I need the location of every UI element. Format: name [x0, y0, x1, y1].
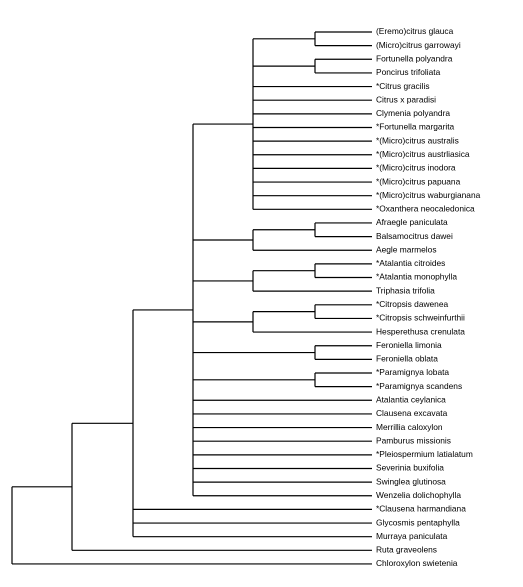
taxon-label: Chloroxylon swietenia: [376, 558, 458, 568]
taxon-label: Feroniella limonia: [376, 340, 442, 350]
taxon-label: *(Micro)citrus inodora: [376, 163, 456, 173]
taxon-label: Ruta graveolens: [376, 545, 437, 555]
taxon-labels: (Eremo)citrus glauca (Micro)citrus garrow…: [376, 26, 481, 568]
taxon-label: *Pleiospermium latialatum: [376, 449, 473, 459]
taxon-label: (Micro)citrus garrowayi: [376, 40, 461, 50]
taxon-label: *Citropsis dawenea: [376, 299, 448, 309]
taxon-label: Merrillia caloxylon: [376, 422, 443, 432]
taxon-label: *Atalantia monophylla: [376, 272, 457, 282]
taxon-label: Pamburus missionis: [376, 435, 451, 445]
taxon-label: *(Micro)citrus australis: [376, 135, 459, 145]
taxon-label: Swinglea glutinosa: [376, 476, 446, 486]
taxon-label: *(Micro)citrus papuana: [376, 176, 461, 186]
taxon-label: Murraya paniculata: [376, 531, 448, 541]
taxon-label: *Fortunella margarita: [376, 122, 455, 132]
taxon-label: *Citropsis schweinfurthii: [376, 313, 465, 323]
taxon-label: *Oxanthera neocaledonica: [376, 204, 475, 214]
taxon-label: *Paramignya lobata: [376, 367, 449, 377]
taxon-label: *Clausena harmandiana: [376, 504, 466, 514]
taxon-label: (Eremo)citrus glauca: [376, 26, 454, 36]
taxon-label: *(Micro)citrus waburgianana: [376, 190, 481, 200]
taxon-label: *Citrus gracilis: [376, 81, 430, 91]
taxon-label: *Atalantia citroides: [376, 258, 445, 268]
taxon-label: Balsamocitrus dawei: [376, 231, 453, 241]
taxon-label: Clausena excavata: [376, 408, 448, 418]
taxon-label: Severinia buxifolia: [376, 463, 444, 473]
taxon-label: *Paramignya scandens: [376, 381, 462, 391]
taxon-label: *(Micro)citrus austrliasica: [376, 149, 470, 159]
taxon-label: Hesperethusa crenulata: [376, 326, 465, 336]
tree-branches: [11, 31, 372, 565]
taxon-label: Feroniella oblata: [376, 354, 438, 364]
taxon-label: Fortunella polyandra: [376, 53, 453, 63]
taxon-label: Citrus x paradisi: [376, 94, 436, 104]
taxon-label: Glycosmis pentaphylla: [376, 517, 460, 527]
taxon-label: Clymenia polyandra: [376, 108, 450, 118]
taxon-label: Wenzelia dolichophylla: [376, 490, 461, 500]
taxon-label: Atalantia ceylanica: [376, 394, 446, 404]
taxon-label: Poncirus trifoliata: [376, 67, 441, 77]
taxon-label: Afraegle paniculata: [376, 217, 448, 227]
taxon-label: Aegle marmelos: [376, 244, 437, 254]
taxon-label: Triphasia trifolia: [376, 285, 435, 295]
